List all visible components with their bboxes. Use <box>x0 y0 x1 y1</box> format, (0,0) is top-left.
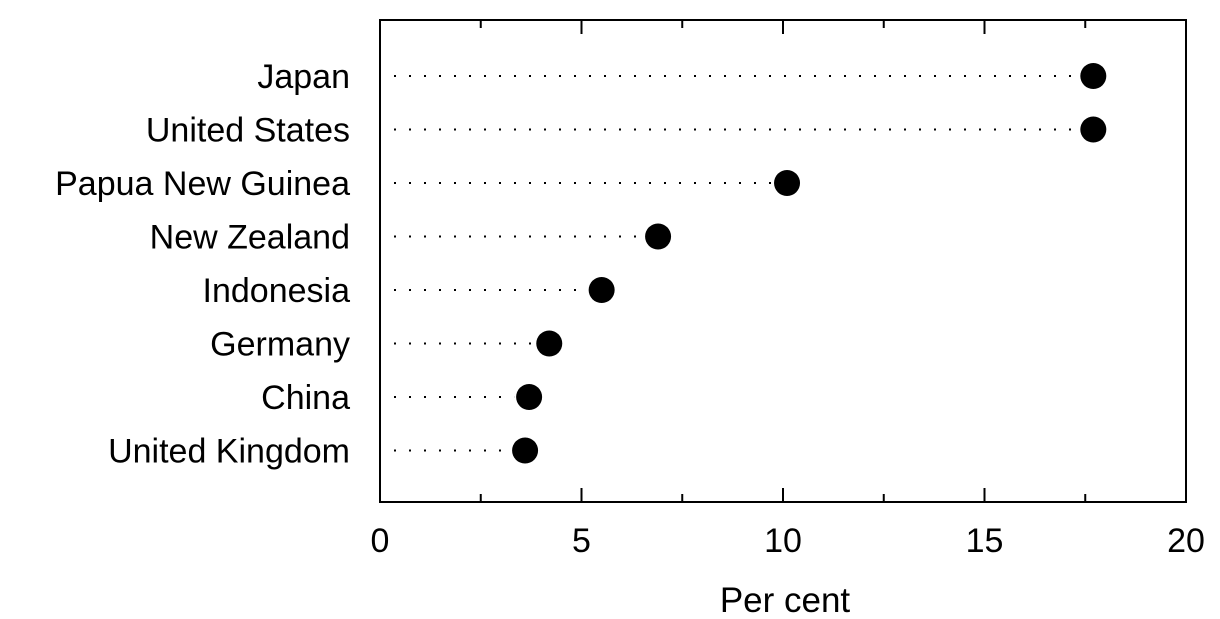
data-point <box>645 223 672 250</box>
data-point <box>1080 63 1107 89</box>
x-tick-label: 20 <box>1167 522 1205 560</box>
category-label: United States <box>146 112 350 150</box>
bottom-axis-ticks <box>379 488 1187 502</box>
leader-lines <box>394 75 1079 452</box>
x-tick-label: 0 <box>371 522 390 560</box>
data-point <box>774 170 801 196</box>
category-label: United Kingdom <box>108 433 350 471</box>
category-label: Japan <box>257 58 350 96</box>
x-axis-title: Per cent <box>720 581 851 619</box>
data-points <box>512 63 1107 464</box>
x-tick-labels: 0 5 10 15 20 <box>371 522 1205 560</box>
x-tick-label: 10 <box>764 522 802 560</box>
plot-frame <box>379 19 1187 503</box>
x-tick-label: 5 <box>572 522 591 560</box>
data-point <box>512 437 539 464</box>
category-label: China <box>261 379 350 417</box>
data-point <box>516 384 543 410</box>
top-axis-ticks <box>379 20 1187 34</box>
category-label: Papua New Guinea <box>55 165 350 203</box>
category-label: Germany <box>210 326 350 364</box>
data-point <box>1080 116 1107 143</box>
data-point <box>588 277 615 303</box>
data-point <box>536 330 563 357</box>
category-label: New Zealand <box>150 219 350 257</box>
category-labels: Japan United States Papua New Guinea New Ze… <box>55 58 350 471</box>
x-tick-label: 15 <box>966 522 1004 560</box>
category-label: Indonesia <box>203 272 351 310</box>
